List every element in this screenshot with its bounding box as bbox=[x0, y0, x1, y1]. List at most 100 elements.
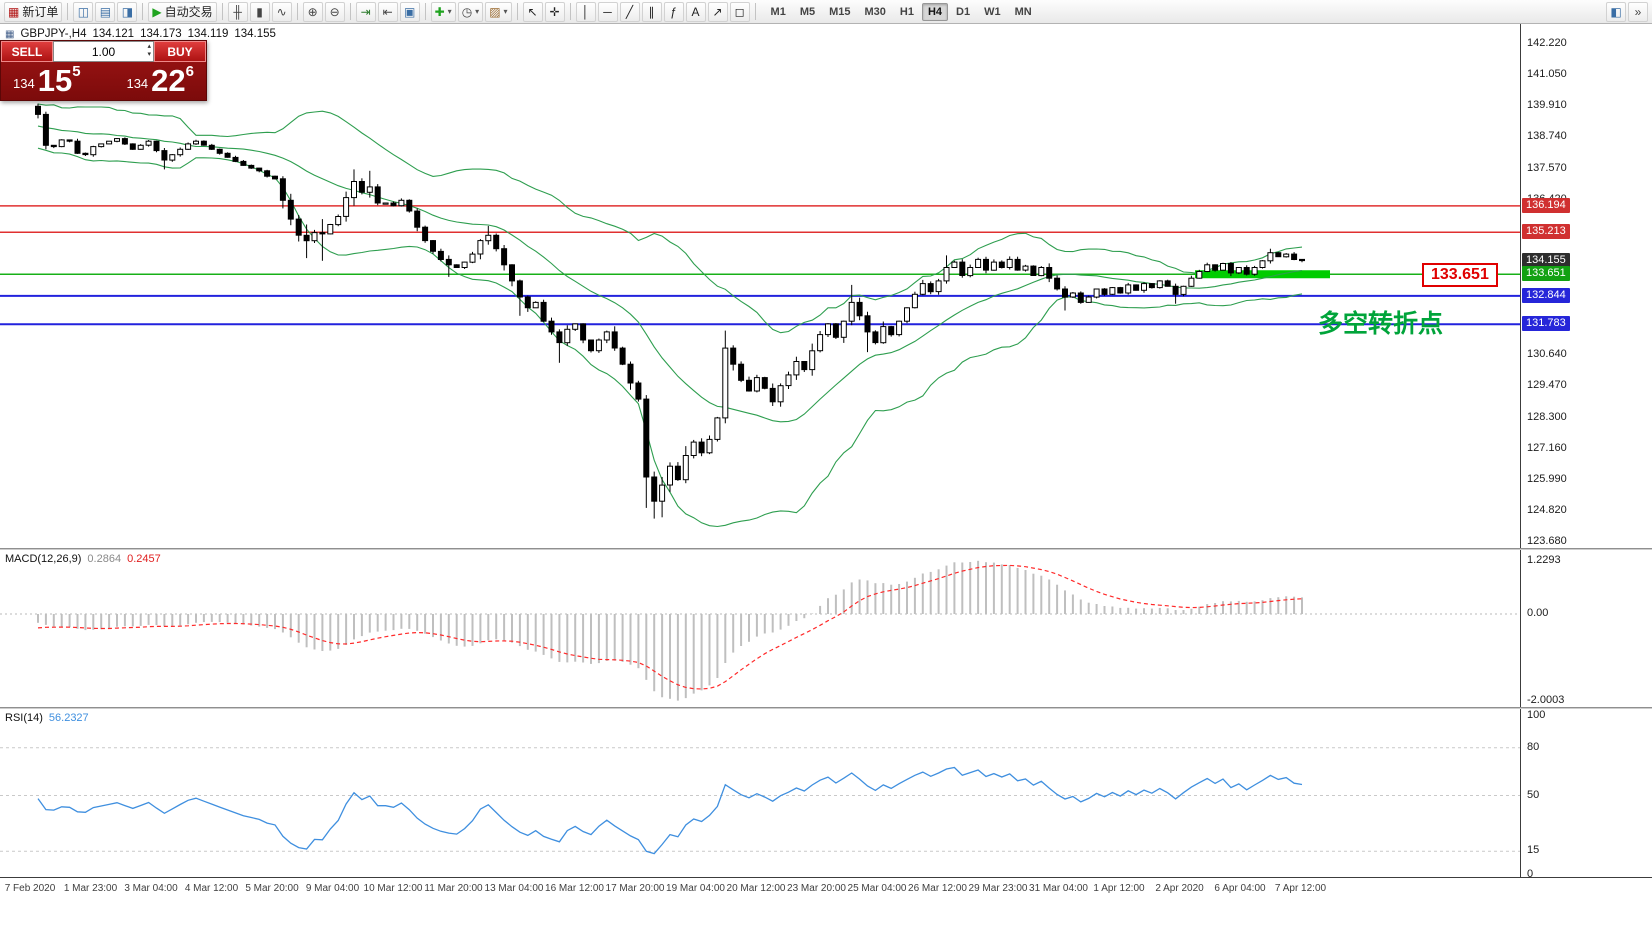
timeframe-h1-button[interactable]: H1 bbox=[894, 3, 920, 21]
navigator-button[interactable]: ◨ bbox=[117, 1, 138, 22]
price-axis-label: 127.160 bbox=[1527, 441, 1567, 454]
toolbar-separator bbox=[142, 3, 144, 20]
timeframe-m30-button[interactable]: M30 bbox=[859, 3, 892, 21]
quote-open: 134.121 bbox=[92, 28, 135, 40]
time-axis-label: 3 Mar 04:00 bbox=[124, 883, 178, 894]
toolbar-separator bbox=[516, 3, 518, 20]
templates-button[interactable]: ▨ ▾ bbox=[485, 1, 512, 22]
price-chart-panel[interactable]: ▦ GBPJPY-,H4 134.121 134.173 134.119 134… bbox=[0, 24, 1520, 548]
zoom-in-button[interactable]: ⊕ bbox=[302, 1, 323, 22]
timeframe-d1-button[interactable]: D1 bbox=[950, 3, 976, 21]
panel-splitter[interactable] bbox=[0, 548, 1652, 550]
price-axis-label: 125.990 bbox=[1527, 472, 1567, 485]
macd-axis-label: -2.0003 bbox=[1527, 693, 1565, 706]
volume-stepper[interactable]: ▴ ▾ bbox=[147, 43, 151, 59]
auto-scroll-icon: ⇥ bbox=[360, 4, 371, 19]
text-label-icon: A bbox=[691, 4, 700, 19]
volume-down-icon[interactable]: ▾ bbox=[147, 51, 151, 58]
timeframe-m1-button[interactable]: M1 bbox=[765, 3, 792, 21]
price-axis-label: 124.820 bbox=[1527, 504, 1567, 517]
one-click-trading-panel: SELL 1.00 ▴ ▾ BUY 134 15 5 134 22 6 bbox=[0, 40, 207, 101]
time-axis-label: 31 Mar 04:00 bbox=[1029, 883, 1088, 894]
crosshair-button[interactable]: ✛ bbox=[544, 1, 565, 22]
toolbar-separator bbox=[67, 3, 69, 20]
line-chart-button[interactable]: ∿ bbox=[271, 1, 292, 22]
quote-header: ▦ GBPJPY-,H4 134.121 134.173 134.119 134… bbox=[5, 28, 276, 40]
zoom-in-icon: ⊕ bbox=[307, 4, 318, 19]
equidistant-channel-button[interactable]: ∥ bbox=[641, 1, 662, 22]
new-order-icon: ▦ bbox=[8, 4, 20, 19]
templates-icon: ▨ bbox=[489, 4, 501, 19]
indicators-button[interactable]: ✚ ▾ bbox=[430, 1, 456, 22]
zoom-out-button[interactable]: ⊖ bbox=[324, 1, 345, 22]
dropdown-arrow-icon: ▾ bbox=[475, 7, 480, 16]
turning-point-annotation: 多空转折点 bbox=[1318, 310, 1444, 338]
time-axis-label: 16 Mar 12:00 bbox=[545, 883, 604, 894]
new-chart-window-button[interactable]: ◧ bbox=[1606, 1, 1626, 22]
equidistant-channel-icon: ∥ bbox=[648, 4, 655, 19]
horizontal-line-icon: ─ bbox=[603, 4, 612, 19]
buy-button[interactable]: BUY bbox=[154, 41, 206, 62]
price-axis-badge: 134.155 bbox=[1522, 252, 1570, 268]
charts-window-button[interactable]: ◫ bbox=[73, 1, 94, 22]
auto-scroll-button[interactable]: ⇥ bbox=[355, 1, 376, 22]
buy-price: 134 22 6 bbox=[126, 62, 194, 100]
shapes-button[interactable]: ◻ bbox=[729, 1, 750, 22]
timeframe-w1-button[interactable]: W1 bbox=[978, 3, 1007, 21]
ohlc-bars-button[interactable]: ╫ bbox=[227, 1, 248, 22]
fibonacci-button[interactable]: ƒ bbox=[663, 1, 684, 22]
timeframe-mn-button[interactable]: MN bbox=[1009, 3, 1038, 21]
vertical-line-button[interactable]: │ bbox=[575, 1, 596, 22]
chart-shift-button[interactable]: ⇤ bbox=[377, 1, 398, 22]
tile-windows-icon: ▣ bbox=[403, 4, 416, 19]
price-axis-label: 123.680 bbox=[1527, 534, 1567, 547]
rsi-axis: 100 80 50 15 0 bbox=[1520, 709, 1652, 880]
macd-indicator-panel[interactable]: MACD(12,26,9) 0.2864 0.2457 bbox=[0, 550, 1520, 707]
time-axis[interactable]: 7 Feb 2020 1 Mar 23:00 3 Mar 04:00 4 Mar 12… bbox=[0, 877, 1652, 900]
rsi-indicator-panel[interactable]: RSI(14) 56.2327 bbox=[0, 709, 1520, 877]
time-axis-label: 19 Mar 04:00 bbox=[666, 883, 725, 894]
toolbar-separator bbox=[296, 3, 298, 20]
text-label-button[interactable]: A bbox=[685, 1, 706, 22]
tile-windows-button[interactable]: ▣ bbox=[399, 1, 420, 22]
panel-splitter[interactable] bbox=[0, 707, 1652, 709]
trade-panel-prices: 134 15 5 134 22 6 bbox=[1, 62, 206, 100]
trendline-button[interactable]: ╱ bbox=[619, 1, 640, 22]
price-axis[interactable]: 142.220141.050139.910138.740137.570136.4… bbox=[1520, 24, 1652, 548]
cursor-button[interactable]: ↖ bbox=[522, 1, 543, 22]
macd-signal-value: 0.2457 bbox=[127, 553, 161, 565]
time-axis-label: 13 Mar 04:00 bbox=[484, 883, 544, 894]
candlestick-chart-button[interactable]: ▮ bbox=[249, 1, 270, 22]
toolbar-separator bbox=[754, 3, 756, 20]
market-watch-button[interactable]: ▤ bbox=[95, 1, 116, 22]
timeframe-m15-button[interactable]: M15 bbox=[823, 3, 856, 21]
timeframe-m5-button[interactable]: M5 bbox=[794, 3, 821, 21]
zoom-out-icon: ⊖ bbox=[329, 4, 340, 19]
sell-price-big-figure: 134 bbox=[13, 76, 35, 91]
quote-high: 134.173 bbox=[140, 28, 182, 40]
price-axis-label: 137.570 bbox=[1527, 161, 1567, 174]
rsi-title: RSI(14) 56.2327 bbox=[5, 712, 89, 724]
navigator-icon: ◨ bbox=[121, 4, 134, 19]
volume-field[interactable]: 1.00 ▴ ▾ bbox=[53, 41, 154, 62]
sell-button[interactable]: SELL bbox=[1, 41, 53, 62]
timeframe-h4-button[interactable]: H4 bbox=[921, 2, 949, 21]
symbol-timeframe-label: GBPJPY-,H4 bbox=[20, 28, 87, 40]
fibonacci-icon: ƒ bbox=[670, 4, 677, 19]
volume-up-icon[interactable]: ▴ bbox=[147, 43, 151, 50]
rsi-chart bbox=[0, 747, 1520, 855]
time-axis-label: 6 Apr 04:00 bbox=[1214, 883, 1266, 894]
toolbar-right-group: ◧» bbox=[1605, 1, 1649, 22]
toolbar-more-button[interactable]: » bbox=[1628, 1, 1648, 22]
periods-button[interactable]: ◷ ▾ bbox=[457, 1, 484, 22]
autotrading-button[interactable]: ▶ 自动交易 bbox=[148, 1, 217, 22]
buy-price-pipette: 6 bbox=[185, 63, 194, 80]
indicators-icon: ✚ bbox=[434, 4, 445, 19]
arrow-object-button[interactable]: ↗ bbox=[707, 1, 728, 22]
chart-shift-icon: ⇤ bbox=[382, 4, 393, 19]
autotrading-button-label: 自动交易 bbox=[164, 5, 213, 19]
new-order-button[interactable]: ▦ 新订单 bbox=[4, 1, 63, 22]
autotrading-icon: ▶ bbox=[152, 4, 162, 19]
charts-window-icon: ◫ bbox=[77, 4, 90, 19]
horizontal-line-button[interactable]: ─ bbox=[597, 1, 618, 22]
